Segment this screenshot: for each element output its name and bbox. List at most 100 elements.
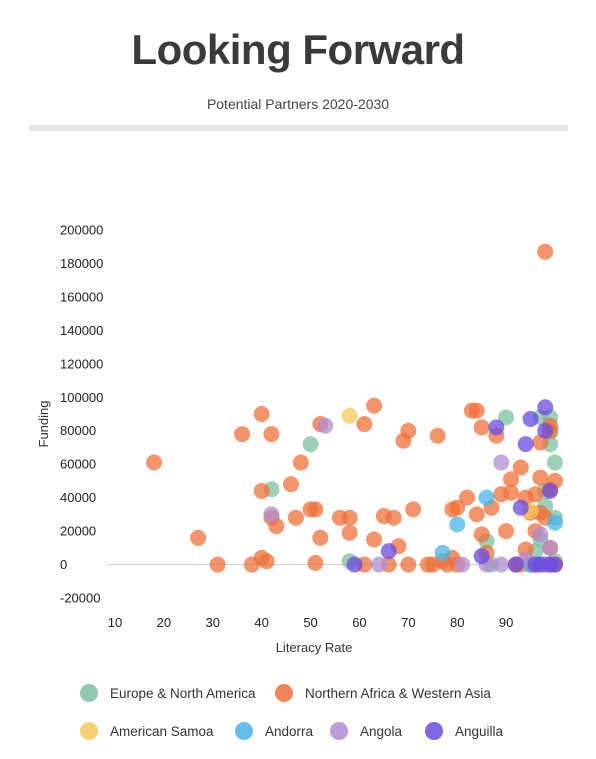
data-point[interactable] xyxy=(317,417,334,434)
legend-label: American Samoa xyxy=(110,723,214,739)
data-point[interactable] xyxy=(146,454,163,471)
data-point[interactable] xyxy=(346,556,363,573)
data-point[interactable] xyxy=(356,416,373,433)
title-divider xyxy=(29,125,568,131)
data-point[interactable] xyxy=(385,509,402,526)
data-point[interactable] xyxy=(537,399,554,416)
data-point[interactable] xyxy=(478,489,495,506)
data-point[interactable] xyxy=(517,436,534,453)
legend-item[interactable]: Europe & North America xyxy=(80,684,256,702)
data-point[interactable] xyxy=(234,426,251,443)
data-point[interactable] xyxy=(473,419,490,436)
data-point[interactable] xyxy=(190,529,207,546)
data-point[interactable] xyxy=(547,556,563,573)
data-point[interactable] xyxy=(473,548,490,565)
data-point[interactable] xyxy=(341,509,358,526)
data-point[interactable] xyxy=(366,531,383,548)
data-point[interactable] xyxy=(449,499,466,516)
data-point[interactable] xyxy=(400,422,417,439)
data-point[interactable] xyxy=(532,469,549,486)
data-point[interactable] xyxy=(454,556,471,573)
x-tick-label: 90 xyxy=(499,615,513,630)
y-tick-label: 100000 xyxy=(60,390,103,405)
data-point[interactable] xyxy=(532,526,549,543)
data-point[interactable] xyxy=(512,499,529,516)
x-axis-ticks: 10 20 30 40 50 60 70 80 90 xyxy=(108,615,514,630)
data-point[interactable] xyxy=(429,427,446,444)
data-point[interactable] xyxy=(209,556,226,573)
x-axis-label: Literacy Rate xyxy=(276,640,353,655)
data-point[interactable] xyxy=(307,554,324,571)
data-point[interactable] xyxy=(468,506,485,523)
y-tick-label: 40000 xyxy=(60,490,96,505)
legend-item[interactable]: Anguilla xyxy=(425,722,503,740)
data-point[interactable] xyxy=(312,529,329,546)
data-point[interactable] xyxy=(449,516,466,533)
data-point[interactable] xyxy=(258,553,275,570)
data-point[interactable] xyxy=(537,422,554,439)
data-point[interactable] xyxy=(537,243,554,260)
data-point[interactable] xyxy=(547,454,563,471)
legend-swatch xyxy=(80,684,98,702)
y-tick-label: 140000 xyxy=(60,323,103,338)
data-point[interactable] xyxy=(547,514,563,531)
data-point[interactable] xyxy=(503,471,519,488)
legend-swatch xyxy=(275,684,293,702)
legend-label: Northern Africa & Western Asia xyxy=(305,685,491,701)
x-tick-label: 70 xyxy=(401,615,415,630)
data-point[interactable] xyxy=(287,509,304,526)
legend-label: Europe & North America xyxy=(110,685,256,701)
data-point[interactable] xyxy=(498,409,515,426)
legend-swatch xyxy=(235,722,253,740)
data-point[interactable] xyxy=(253,482,270,499)
data-point[interactable] xyxy=(405,501,422,518)
data-point[interactable] xyxy=(542,482,559,499)
legend-item[interactable]: American Samoa xyxy=(80,722,214,740)
x-tick-label: 50 xyxy=(303,615,317,630)
data-point[interactable] xyxy=(507,556,524,573)
legend-item[interactable]: Angola xyxy=(330,722,402,740)
x-tick-label: 20 xyxy=(157,615,171,630)
data-point[interactable] xyxy=(434,544,451,561)
y-tick-label: 0 xyxy=(60,557,67,572)
data-point[interactable] xyxy=(400,556,417,573)
data-point[interactable] xyxy=(498,523,515,540)
y-tick-label: 20000 xyxy=(60,524,96,539)
data-point[interactable] xyxy=(459,489,475,506)
legend-item[interactable]: Andorra xyxy=(235,722,313,740)
legend-swatch xyxy=(80,722,98,740)
data-point[interactable] xyxy=(341,407,358,424)
data-point[interactable] xyxy=(307,501,324,518)
data-point[interactable] xyxy=(473,526,490,543)
x-tick-label: 40 xyxy=(254,615,268,630)
x-tick-label: 30 xyxy=(206,615,220,630)
data-points xyxy=(146,243,563,573)
data-point[interactable] xyxy=(366,397,383,414)
data-point[interactable] xyxy=(253,406,270,422)
data-point[interactable] xyxy=(341,524,358,541)
y-tick-label: 60000 xyxy=(60,457,96,472)
legend-swatch xyxy=(425,722,443,740)
x-tick-label: 60 xyxy=(352,615,366,630)
data-point[interactable] xyxy=(371,556,387,573)
legend-label: Andorra xyxy=(265,723,314,739)
data-point[interactable] xyxy=(512,459,529,476)
legend-item[interactable]: Northern Africa & Western Asia xyxy=(275,684,491,702)
data-point[interactable] xyxy=(302,436,319,453)
data-point[interactable] xyxy=(493,556,510,573)
y-tick-label: 120000 xyxy=(60,356,103,371)
data-point[interactable] xyxy=(263,506,280,523)
data-point[interactable] xyxy=(380,543,397,560)
data-point[interactable] xyxy=(527,486,544,503)
data-point[interactable] xyxy=(542,539,559,556)
data-point[interactable] xyxy=(292,454,309,471)
data-point[interactable] xyxy=(493,454,510,471)
legend-label: Anguilla xyxy=(455,723,504,739)
data-point[interactable] xyxy=(522,411,539,428)
x-tick-label: 80 xyxy=(450,615,464,630)
data-point[interactable] xyxy=(468,402,485,419)
data-point[interactable] xyxy=(263,426,280,443)
data-point[interactable] xyxy=(283,476,299,493)
data-point[interactable] xyxy=(503,484,519,501)
data-point[interactable] xyxy=(488,419,505,436)
